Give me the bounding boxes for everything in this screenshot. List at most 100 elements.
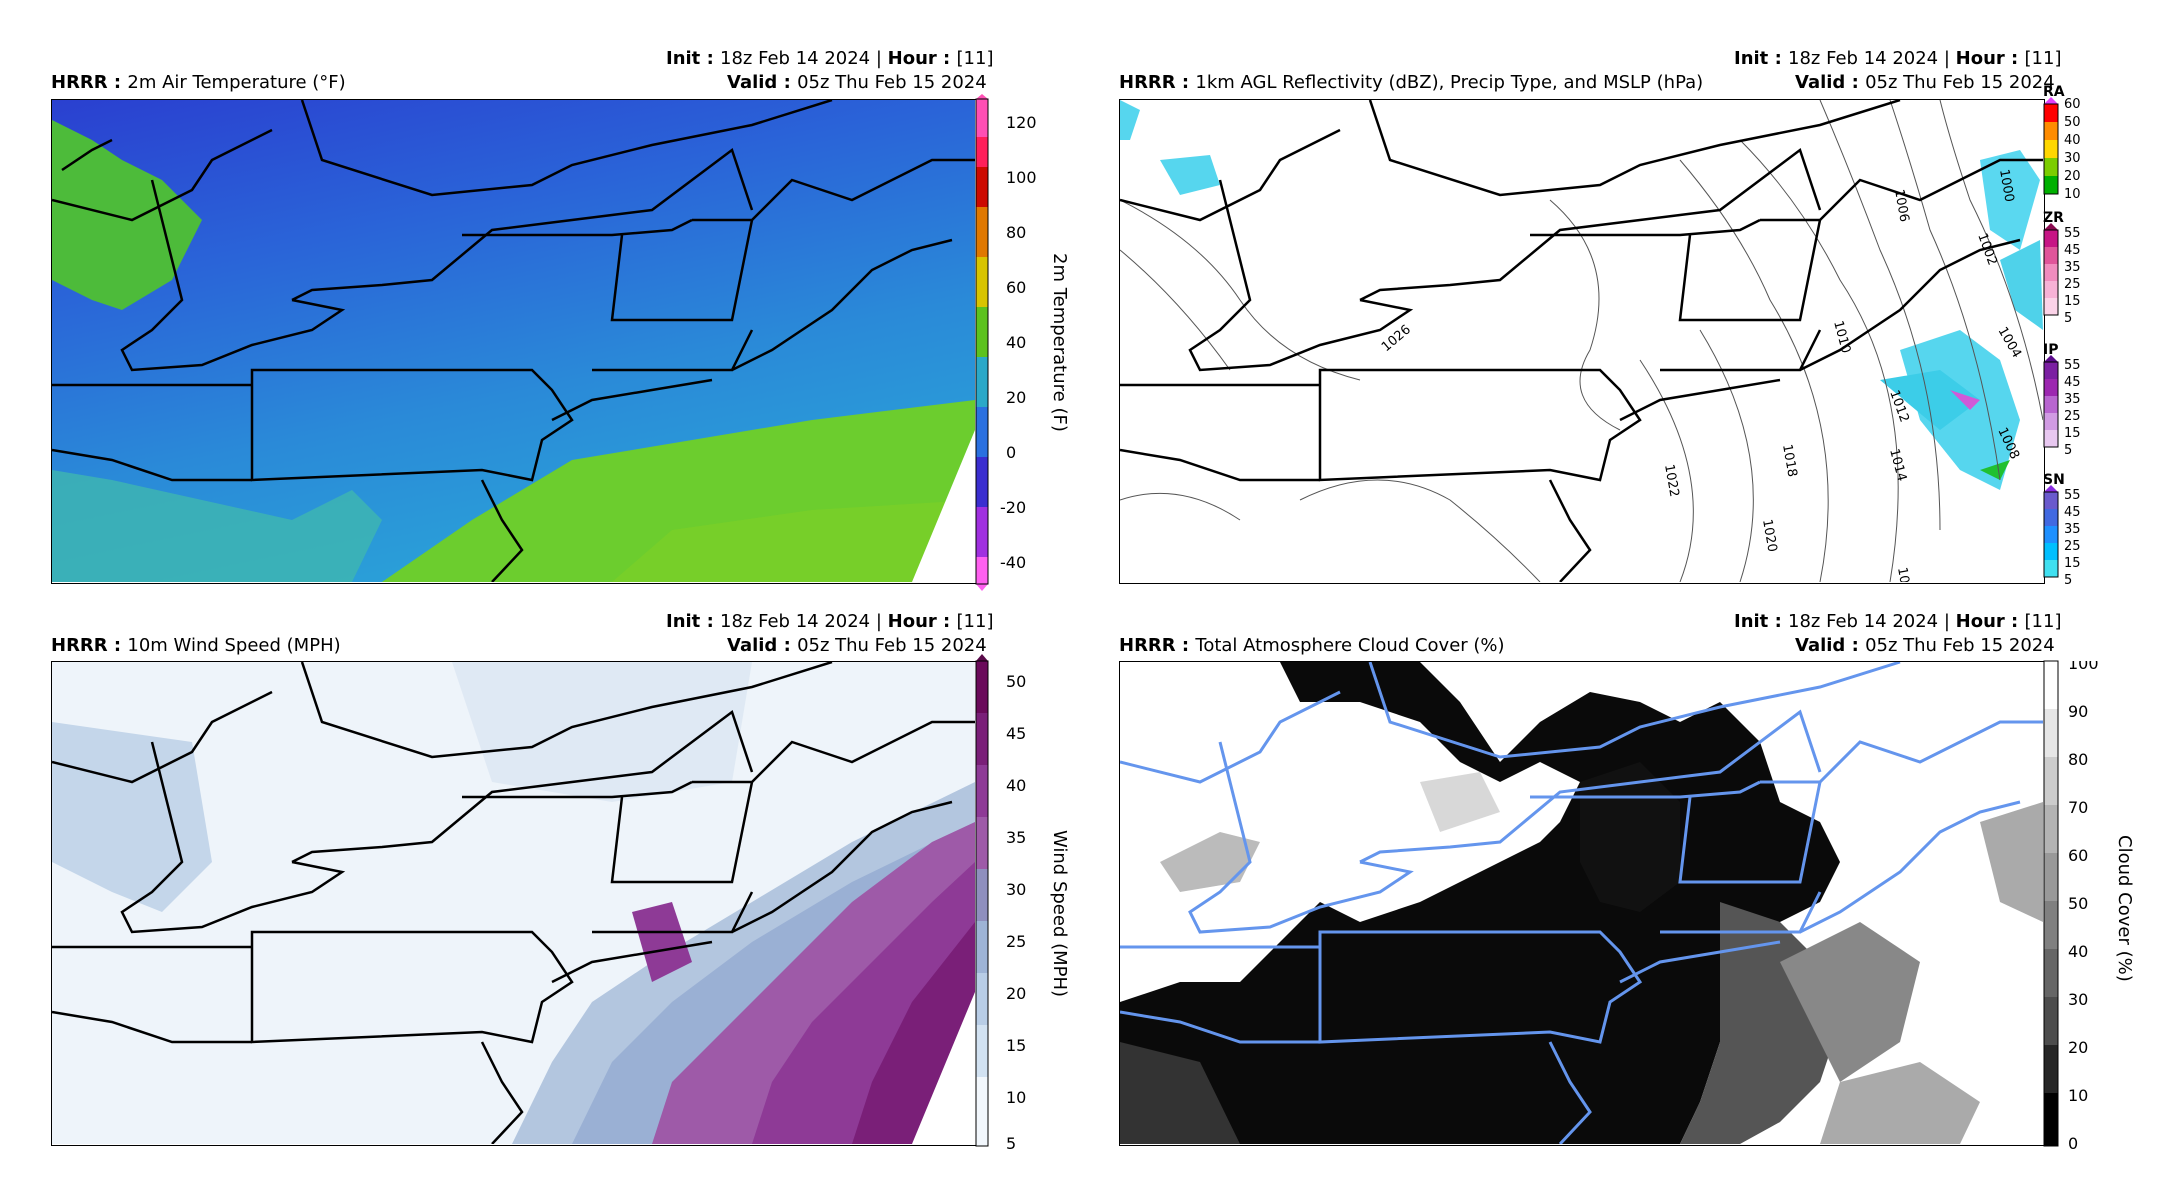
tick: 25 — [1006, 932, 1026, 951]
tick: 50 — [2068, 894, 2088, 913]
tick: 5 — [2064, 311, 2072, 326]
tick: 40 — [2064, 133, 2081, 148]
tick: 55 — [2064, 226, 2081, 241]
ip-colorbar: 55 45 35 25 15 5 — [2043, 355, 2081, 458]
tick: 35 — [2064, 392, 2081, 407]
cloud-colorbar — [2043, 660, 2104, 1150]
tick: 55 — [2064, 488, 2081, 503]
tick: 15 — [2064, 426, 2081, 441]
panel-title: HRRR : 2m Air Temperature (°F) — [51, 72, 346, 93]
ptype-title: ZR — [2043, 210, 2064, 226]
tick: 25 — [2064, 539, 2081, 554]
tick: 15 — [2064, 294, 2081, 309]
tick: -20 — [1000, 498, 1026, 517]
tick: 40 — [1006, 776, 1026, 795]
isobar-label: 1010 — [1830, 319, 1853, 355]
tick: 15 — [2064, 556, 2081, 571]
tick: 40 — [2068, 942, 2088, 961]
tick: 30 — [2068, 990, 2088, 1009]
temperature-map — [51, 99, 977, 584]
precip-type-colorbars: RA 60 50 40 30 20 10 ZR — [2040, 84, 2140, 598]
ptype-title: IP — [2043, 342, 2058, 358]
tick: 90 — [2068, 702, 2088, 721]
tick: 45 — [2064, 375, 2081, 390]
colorbar-label: Cloud Cover (%) — [2114, 835, 2135, 982]
wind-map — [51, 661, 977, 1146]
tick: 120 — [1006, 113, 1037, 132]
valid-line: Valid : 05z Thu Feb 15 2024 — [727, 635, 987, 656]
cloud-map — [1119, 661, 2045, 1146]
tick: 5 — [2064, 443, 2072, 458]
tick: 50 — [2064, 115, 2081, 130]
valid-line: Valid : 05z Thu Feb 15 2024 — [1795, 72, 2055, 93]
tick: 15 — [1006, 1036, 1026, 1055]
isobar-label: 1000 — [1996, 168, 2017, 203]
temperature-colorbar — [975, 94, 1036, 591]
tick: 35 — [2064, 522, 2081, 537]
tick: 60 — [2068, 846, 2088, 865]
tick: 45 — [2064, 243, 2081, 258]
init-line: Init : 18z Feb 14 2024 | Hour : [11] — [1734, 611, 2062, 632]
tick: 60 — [2064, 97, 2081, 112]
state-boundaries — [52, 100, 975, 582]
isobar-label: 1018 — [1779, 443, 1800, 478]
panel-title: HRRR : 10m Wind Speed (MPH) — [51, 635, 341, 656]
temperature-ticks: 120 100 80 60 40 20 0 -20 -40 — [1000, 113, 1037, 572]
tick: 50 — [1006, 672, 1026, 691]
isobar-label: 1016 — [1894, 566, 1915, 582]
isobar-label: 1014 — [1886, 447, 1909, 483]
tick: 40 — [1006, 333, 1026, 352]
isobar-label: 1006 — [1891, 188, 1912, 223]
tick: 45 — [2064, 505, 2081, 520]
tick: 30 — [2064, 151, 2081, 166]
precip-snow — [1120, 100, 2043, 490]
wind-colorbar — [975, 654, 1036, 1150]
panel-title: HRRR : Total Atmosphere Cloud Cover (%) — [1119, 635, 1505, 656]
tick: 100 — [1006, 168, 1037, 187]
tick: 20 — [1006, 388, 1026, 407]
tick: 80 — [2068, 750, 2088, 769]
tick: -40 — [1000, 553, 1026, 572]
tick: 10 — [2068, 1086, 2088, 1105]
colorbar-label: Wind Speed (MPH) — [1049, 830, 1070, 998]
state-boundaries — [1120, 100, 2043, 582]
tick: 10 — [2064, 187, 2081, 202]
tick: 35 — [1006, 828, 1026, 847]
tick: 10 — [1006, 1088, 1026, 1107]
isobar-label: 1002 — [1974, 231, 1999, 267]
colorbar-label: 2m Temperature (F) — [1049, 253, 1070, 432]
tick: 5 — [1006, 1134, 1016, 1151]
tick: 0 — [2068, 1134, 2078, 1151]
init-line: Init : 18z Feb 14 2024 | Hour : [11] — [666, 611, 994, 632]
valid-line: Valid : 05z Thu Feb 15 2024 — [727, 72, 987, 93]
tick: 5 — [2064, 573, 2072, 588]
tick: 80 — [1006, 223, 1026, 242]
tick: 0 — [1006, 443, 1016, 462]
tick: 35 — [2064, 260, 2081, 275]
ra-colorbar: 60 50 40 30 20 10 — [2043, 97, 2081, 202]
ptype-title: SN — [2043, 472, 2065, 488]
zr-colorbar: 55 45 35 25 15 5 — [2043, 223, 2081, 326]
cloud-ticks: 100 90 80 70 60 50 40 30 20 10 0 — [2068, 661, 2099, 1151]
tick: 60 — [1006, 278, 1026, 297]
ptype-title: RA — [2043, 84, 2065, 100]
isobar-label: 1004 — [1995, 325, 2025, 361]
tick: 30 — [1006, 880, 1026, 899]
panel-title: HRRR : 1km AGL Reflectivity (dBZ), Preci… — [1119, 72, 1704, 93]
tick: 25 — [2064, 409, 2081, 424]
tick: 20 — [2064, 169, 2081, 184]
init-line: Init : 18z Feb 14 2024 | Hour : [11] — [666, 48, 994, 69]
sn-colorbar: 55 45 35 25 15 5 — [2043, 485, 2081, 588]
tick: 70 — [2068, 798, 2088, 817]
tick: 20 — [2068, 1038, 2088, 1057]
tick: 20 — [1006, 984, 1026, 1003]
tick: 100 — [2068, 661, 2099, 673]
tick: 55 — [2064, 358, 2081, 373]
isobar-label: 1020 — [1759, 518, 1780, 553]
reflectivity-map: 1000 1006 1002 1004 1010 1008 1012 1014 … — [1119, 99, 2045, 584]
tick: 45 — [1006, 724, 1026, 743]
state-boundaries — [52, 662, 975, 1144]
valid-line: Valid : 05z Thu Feb 15 2024 — [1795, 635, 2055, 656]
init-line: Init : 18z Feb 14 2024 | Hour : [11] — [1734, 48, 2062, 69]
wind-ticks: 50 45 40 35 30 25 20 15 10 5 — [1006, 672, 1026, 1151]
